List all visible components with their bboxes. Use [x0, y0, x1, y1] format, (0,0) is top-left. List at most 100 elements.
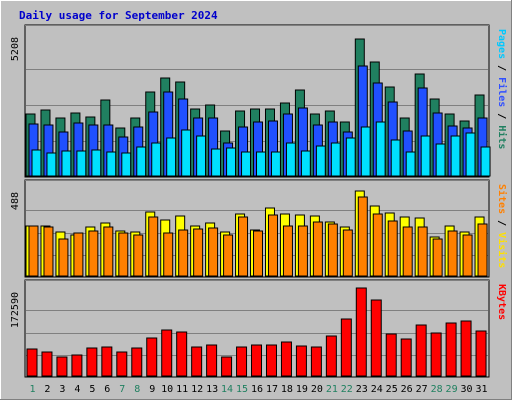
bar-pages-day-11	[181, 129, 192, 177]
bar-pages-day-18	[285, 142, 296, 177]
bar-pages-day-16	[256, 151, 267, 177]
x-tick-label-day-11: 11	[176, 384, 188, 395]
chart-panel-2: 488 Sites / Visits	[10, 179, 508, 278]
x-tick-label-day-5: 5	[89, 384, 95, 395]
bar-sites-day-3	[58, 238, 69, 277]
bar-kbytes-day-2	[41, 351, 53, 377]
bar-kbytes-day-22	[340, 318, 352, 377]
x-tick-label-day-19: 19	[296, 384, 308, 395]
chart-panel-1: 5208 Pages / Files / Hits	[10, 24, 508, 178]
x-tick-label-day-12: 12	[191, 384, 203, 395]
bar-sites-day-28	[432, 238, 443, 277]
legend-entry: KBytes	[496, 284, 507, 320]
bar-pages-day-10	[166, 137, 177, 177]
bar-sites-day-6	[103, 226, 114, 277]
bar-pages-day-9	[151, 142, 162, 177]
bar-pages-day-12	[196, 135, 207, 177]
bar-kbytes-day-21	[325, 335, 337, 377]
bar-sites-day-20	[312, 221, 323, 277]
x-tick-label-day-6: 6	[104, 384, 110, 395]
bar-kbytes-day-9	[146, 337, 158, 377]
bar-kbytes-day-27	[415, 324, 427, 377]
x-tick-label-day-25: 25	[386, 384, 398, 395]
bar-kbytes-day-25	[385, 333, 397, 377]
bar-kbytes-day-8	[131, 347, 143, 377]
y-max-label: 172590	[10, 292, 21, 328]
bar-pages-day-17	[270, 151, 281, 177]
bar-sites-day-10	[163, 232, 174, 277]
x-tick-label-day-8: 8	[134, 384, 140, 395]
bar-sites-day-17	[267, 214, 278, 277]
legend-entry: /	[496, 107, 507, 125]
bar-pages-day-3	[61, 150, 72, 177]
bar-sites-day-14	[223, 234, 234, 277]
x-tick-label-day-17: 17	[266, 384, 278, 395]
bar-pages-day-5	[91, 149, 102, 177]
bar-kbytes-day-6	[101, 346, 113, 377]
legend-entry: /	[496, 59, 507, 77]
x-tick-label-day-18: 18	[281, 384, 293, 395]
x-tick-label-day-29: 29	[446, 384, 458, 395]
bar-sites-day-24	[372, 213, 383, 277]
x-tick-label-day-14: 14	[221, 384, 233, 395]
bar-sites-day-27	[417, 226, 428, 277]
x-tick-label-day-9: 9	[149, 384, 155, 395]
bar-kbytes-day-3	[56, 356, 68, 377]
bar-sites-day-30	[462, 234, 473, 277]
x-tick-label-day-30: 30	[461, 384, 473, 395]
legend-entry: Pages	[496, 29, 507, 59]
y-max-label: 5208	[10, 37, 21, 61]
legend-entry: Files	[496, 77, 508, 107]
bar-sites-day-19	[297, 225, 308, 277]
bar-sites-day-23	[357, 196, 368, 277]
legend-entry: Hits	[496, 125, 508, 149]
x-tick-label-day-21: 21	[326, 384, 338, 395]
bar-pages-day-26	[405, 151, 416, 177]
x-tick-label-day-7: 7	[119, 384, 125, 395]
x-tick-label-day-31: 31	[475, 384, 487, 395]
bar-sites-day-15	[238, 216, 249, 277]
bar-sites-day-16	[253, 230, 264, 277]
bar-kbytes-day-11	[176, 331, 188, 377]
bar-kbytes-day-15	[236, 346, 248, 377]
bar-pages-day-27	[420, 135, 431, 177]
bar-kbytes-day-23	[355, 287, 367, 377]
x-tick-label-day-22: 22	[341, 384, 353, 395]
chart-title: Daily usage for September 2024	[19, 9, 218, 22]
legend-entry: /	[496, 214, 507, 232]
bar-pages-day-8	[136, 146, 147, 177]
chart-panel-3: 172590 KBytes	[10, 279, 507, 378]
x-tick-label-day-26: 26	[401, 384, 413, 395]
bar-pages-day-20	[315, 145, 326, 177]
bar-kbytes-day-4	[71, 354, 83, 377]
x-tick-label-day-28: 28	[431, 384, 443, 395]
x-tick-label-day-23: 23	[356, 384, 368, 395]
x-tick-label-day-15: 15	[236, 384, 248, 395]
bar-sites-day-18	[282, 225, 293, 277]
bar-pages-day-19	[300, 150, 311, 177]
bar-kbytes-day-20	[310, 346, 322, 377]
x-tick-label-day-3: 3	[59, 384, 65, 395]
bar-sites-day-4	[73, 232, 84, 277]
legend-hits-files-pages: Pages / Files / Hits	[496, 29, 508, 149]
bar-pages-day-14	[226, 147, 237, 177]
x-tick-label-day-13: 13	[206, 384, 218, 395]
bar-kbytes-day-18	[280, 341, 292, 377]
bar-pages-day-28	[435, 143, 446, 177]
bar-sites-day-11	[178, 229, 189, 277]
y-max-label: 488	[10, 192, 21, 210]
bar-sites-day-21	[327, 223, 338, 277]
bar-pages-day-4	[76, 150, 87, 177]
bar-sites-day-29	[447, 230, 458, 277]
bar-pages-day-6	[106, 151, 117, 177]
bar-pages-day-2	[46, 152, 57, 177]
bar-kbytes-day-30	[460, 320, 472, 377]
bar-kbytes-day-16	[251, 344, 263, 377]
bar-pages-day-24	[375, 121, 386, 177]
bar-pages-day-30	[465, 132, 476, 177]
legend-entry: Visits	[496, 232, 508, 268]
bar-kbytes-day-5	[86, 347, 98, 377]
bar-pages-day-15	[241, 151, 252, 177]
x-tick-label-day-2: 2	[44, 384, 50, 395]
